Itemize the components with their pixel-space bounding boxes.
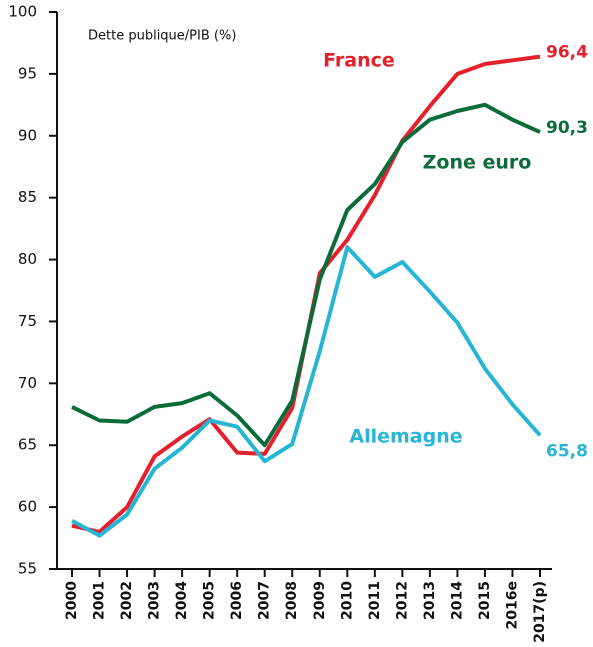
y-tick-label: 80 — [18, 250, 37, 268]
x-tick-label: 2007 — [257, 581, 273, 620]
line — [71, 102, 541, 448]
x-tick-label: 2001 — [92, 581, 108, 620]
x-tick-label: 2017(p) — [532, 581, 548, 643]
line — [71, 54, 541, 534]
series-label: Allemagne — [349, 426, 462, 448]
x-tick-label: 2016e — [504, 581, 520, 629]
x-tick-label: 2003 — [147, 581, 163, 620]
x-tick-label: 2009 — [312, 581, 328, 620]
x-tick-label: 2000 — [64, 581, 80, 620]
value-label: 90,3 — [546, 118, 588, 138]
series-label: Zone euro — [423, 152, 532, 174]
x-tick-label: 2002 — [119, 581, 135, 620]
line — [71, 245, 542, 538]
y-tick-label: 55 — [18, 560, 37, 578]
x-tick-label: 2012 — [394, 581, 410, 620]
x-tick-label: 2013 — [422, 581, 438, 620]
x-tick-label: 2005 — [202, 581, 218, 620]
series-label: France — [323, 50, 395, 72]
x-tick-label: 2008 — [284, 581, 300, 620]
x-tick-label: 2010 — [339, 581, 355, 620]
y-tick-label: 75 — [18, 312, 37, 330]
y-tick-label: 85 — [18, 188, 37, 206]
x-tick-label: 2014 — [449, 581, 465, 620]
y-tick-label: 60 — [18, 498, 37, 516]
value-label: 96,4 — [546, 43, 588, 63]
y-axis-label: Dette publique/PIB (%) — [88, 29, 236, 44]
x-tick-label: 2011 — [367, 581, 383, 620]
y-tick-label: 70 — [18, 374, 37, 392]
y-tick-label: 65 — [18, 436, 37, 454]
x-tick-label: 2015 — [477, 581, 493, 620]
y-tick-label: 95 — [18, 64, 37, 82]
y-tick-label: 100 — [8, 3, 37, 21]
y-tick-label: 90 — [18, 126, 37, 144]
x-tick-label: 2006 — [229, 581, 245, 620]
x-tick-label: 2004 — [174, 581, 190, 620]
value-label: 65,8 — [546, 441, 588, 461]
